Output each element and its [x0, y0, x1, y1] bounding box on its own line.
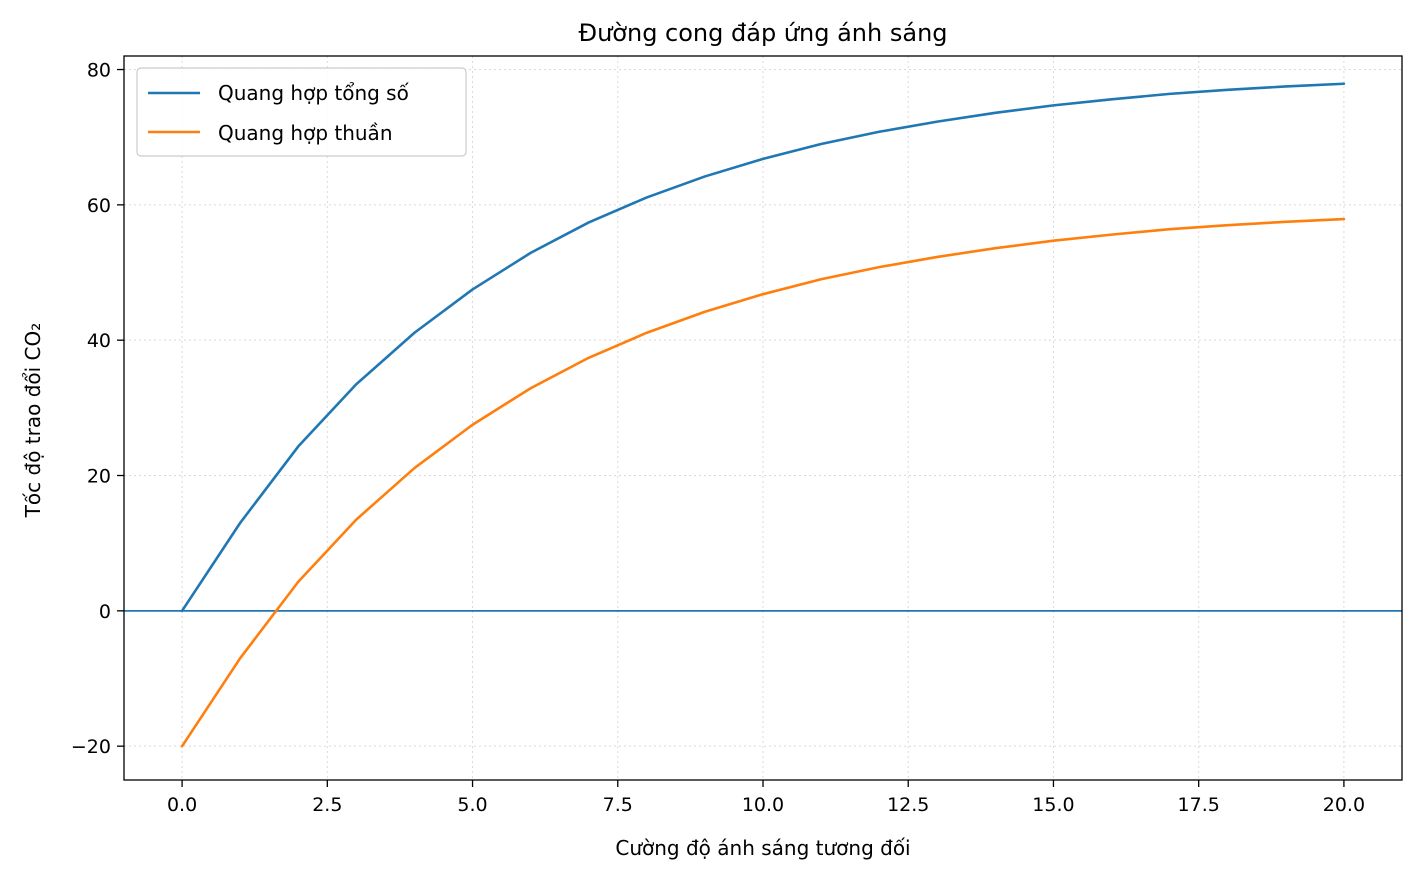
series-line-net-photosynthesis	[180, 217, 1346, 748]
x-tick-label: 7.5	[603, 794, 633, 816]
legend-label-net: Quang hợp thuần	[218, 121, 393, 145]
x-tick-label: 10.0	[742, 794, 784, 816]
series-line-gross-photosynthesis	[180, 82, 1346, 613]
legend-box	[136, 67, 467, 157]
y-axis-label: Tốc độ trao đổi CO₂	[21, 323, 45, 519]
legend-label-gross: Quang hợp tổng số	[218, 81, 410, 105]
x-tick-label: 12.5	[887, 794, 929, 816]
x-tick-label: 0.0	[167, 794, 197, 816]
y-tick-label: 40	[87, 330, 111, 352]
y-axis-ticks: −20 0 20 40 60 80	[71, 60, 124, 758]
x-axis-label: Cường độ ánh sáng tương đối	[615, 836, 910, 860]
x-axis-ticks: 0.0 2.5 5.0 7.5 10.0 12.5 15.0 17.5 20.0	[167, 780, 1365, 816]
series-lines	[180, 82, 1346, 748]
x-tick-label: 17.5	[1178, 794, 1220, 816]
x-tick-label: 15.0	[1032, 794, 1074, 816]
chart-title: Đường cong đáp ứng ánh sáng	[578, 19, 947, 47]
x-tick-label: 20.0	[1323, 794, 1365, 816]
grid	[124, 56, 1402, 780]
y-tick-label: 20	[87, 466, 111, 488]
y-tick-label: 0	[99, 601, 111, 623]
y-tick-label: 60	[87, 195, 111, 217]
y-tick-label: −20	[71, 736, 111, 758]
x-tick-label: 2.5	[312, 794, 342, 816]
x-tick-label: 5.0	[457, 794, 487, 816]
y-tick-label: 80	[87, 60, 111, 82]
legend: Quang hợp tổng số Quang hợp thuần	[136, 67, 467, 157]
